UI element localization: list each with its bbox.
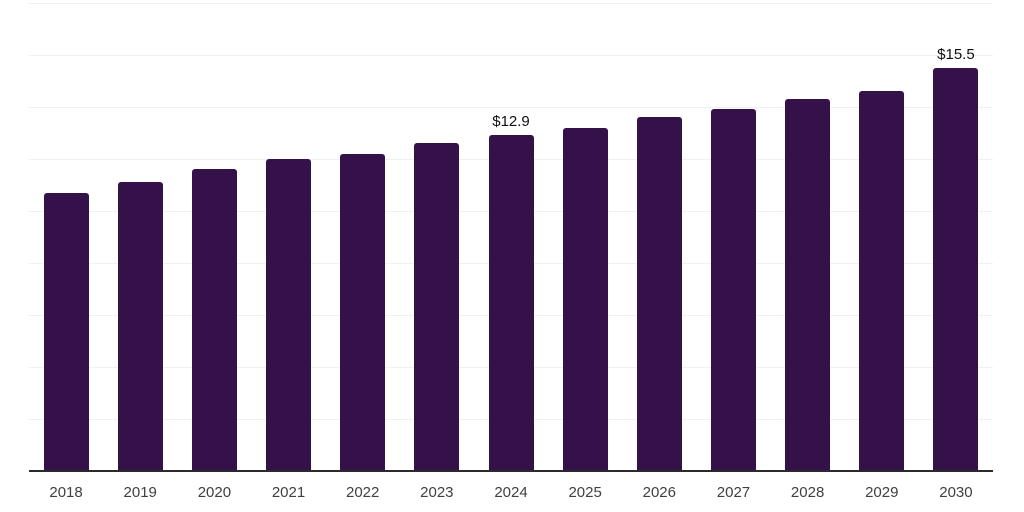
x-tick-label-2025: 2025 [568,484,602,501]
bar-2030 [933,67,979,471]
gridline [29,106,993,108]
bar-2022 [340,153,386,471]
x-tick-label-2022: 2022 [346,484,380,501]
x-tick-label-2027: 2027 [716,484,751,501]
value-label-2030: $15.5 [937,45,975,63]
bar-2023 [414,143,460,471]
x-tick-label-2020: 2020 [197,484,232,501]
x-tick-label-2021: 2021 [271,484,306,501]
x-axis-line [29,470,993,472]
bar-2019 [117,182,163,471]
bar-2020 [191,169,237,471]
bar-2029 [859,91,905,471]
x-tick-label-2028: 2028 [790,484,825,501]
bar-2025 [562,127,608,471]
x-tick-label-2029: 2029 [865,484,899,501]
x-tick-label-2019: 2019 [123,484,157,501]
bar-2027 [710,109,756,471]
value-label-2024: $12.9 [492,113,530,131]
bar-2024 [488,135,534,471]
x-tick-label-2026: 2026 [642,484,676,501]
bar-2021 [266,158,312,471]
x-tick-label-2030: 2030 [939,484,973,501]
bar-2028 [785,98,831,471]
bar-2026 [636,117,682,471]
x-tick-label-2018: 2018 [49,484,83,501]
x-tick-label-2024: 2024 [494,484,528,501]
gridline [29,2,993,4]
x-tick-label-2023: 2023 [420,484,454,501]
gridline [29,54,993,56]
bar-2018 [43,192,89,471]
